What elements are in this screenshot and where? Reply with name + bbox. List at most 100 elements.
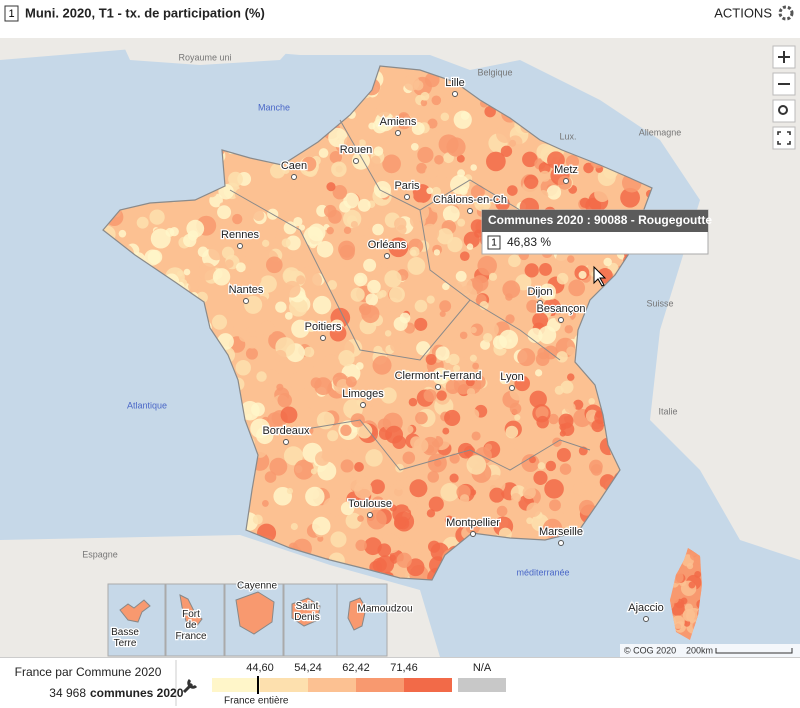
choropleth-cell [565,155,580,169]
choropleth-cell [449,473,459,483]
choropleth-cell [578,499,595,516]
choropleth-cell [428,540,441,553]
choropleth-cell [488,272,498,281]
fullscreen-icon [777,131,791,145]
choropleth-cell [542,518,563,539]
choropleth-cell [261,500,269,507]
gear-icon[interactable] [778,5,794,21]
choropleth-cell [350,220,358,229]
choropleth-cell [365,293,379,306]
city-marker [395,130,401,136]
choropleth-cell [508,135,523,150]
choropleth-cell [505,314,515,324]
choropleth-cell [322,354,340,373]
choropleth-cell [539,263,552,276]
city-label: Caen [281,160,307,172]
choropleth-cell [566,346,576,356]
choropleth-cell [588,397,595,405]
choropleth-cell [298,224,306,231]
national-label: France entière [224,696,289,707]
choropleth-cell [345,512,362,529]
choropleth-cell [365,449,383,467]
choropleth-cell [372,223,384,236]
choropleth-cell [385,425,404,444]
choropleth-cell [535,369,543,377]
city-label: Bordeaux [262,425,310,437]
choropleth-cell [280,406,298,424]
country-label: Espagne [82,549,118,559]
choropleth-cell [414,299,428,313]
choropleth-cell [456,154,465,163]
choropleth-cell [289,372,308,391]
choropleth-cell [343,226,352,235]
city-marker [452,91,458,97]
city-marker [360,402,366,408]
choropleth-cell [442,325,459,341]
country-label: Lux. [559,131,576,141]
level-label[interactable]: France par Commune 2020 [15,665,162,679]
choropleth-cell [359,235,369,245]
choropleth-cell [442,282,450,291]
region-border [419,209,471,301]
choropleth-cell [498,329,519,349]
choropleth-cell [444,409,461,427]
city-marker [643,616,649,622]
choropleth-cell [688,581,696,589]
choropleth-cell [368,122,376,130]
choropleth-cell [367,279,381,294]
choropleth-cell [416,341,431,356]
choropleth-cell [620,187,640,208]
city-marker [558,317,564,323]
actions-button[interactable]: ACTIONS [714,5,772,20]
choropleth-cell [459,494,470,504]
wrench-icon[interactable] [182,678,198,694]
legend-swatch [260,678,308,692]
choropleth-cell [469,354,477,362]
choropleth-cell [413,80,424,91]
choropleth-cell [276,426,289,439]
choropleth-cell [252,514,263,525]
choropleth-cell [291,319,310,338]
city-marker [243,298,249,304]
choropleth-cell [469,489,477,496]
choropleth-cell [564,402,576,414]
choropleth-cell [425,370,436,381]
city-label: Besançon [537,303,586,315]
choropleth-cell [457,218,466,227]
choropleth-cell [176,270,183,277]
choropleth-cell [431,186,441,197]
choropleth-cell [217,205,232,220]
fullscreen-button[interactable] [772,126,796,150]
choropleth-cell [225,259,234,268]
choropleth-cell [509,402,522,415]
choropleth-cell [380,387,397,404]
map-controls [772,45,796,150]
choropleth-cell [264,471,277,483]
tooltip-header [482,210,708,232]
choropleth-cell [212,268,231,286]
choropleth-cell [290,522,298,531]
choropleth-cell [364,537,382,556]
choropleth-cell [426,509,436,518]
choropleth-cell [420,91,430,101]
country-label: Italie [658,406,677,416]
choropleth-cell [298,356,315,372]
choropleth-cell [470,184,485,199]
choropleth-cell [396,224,407,235]
choropleth-cell [301,156,317,172]
choropleth-cell [442,427,450,435]
choropleth-cell [366,102,375,111]
choropleth-cell [588,459,603,474]
choropleth-cell [465,519,481,535]
choropleth-cell [471,510,482,520]
choropleth-cell [417,146,434,164]
choropleth-cell [197,246,209,258]
choropleth-cell [458,203,470,215]
choropleth-cell [412,184,432,204]
search-button[interactable] [772,99,796,123]
choropleth-cell [526,299,540,313]
choropleth-cell [382,154,401,174]
choropleth-cell [450,174,470,195]
choropleth-cell [149,209,165,225]
